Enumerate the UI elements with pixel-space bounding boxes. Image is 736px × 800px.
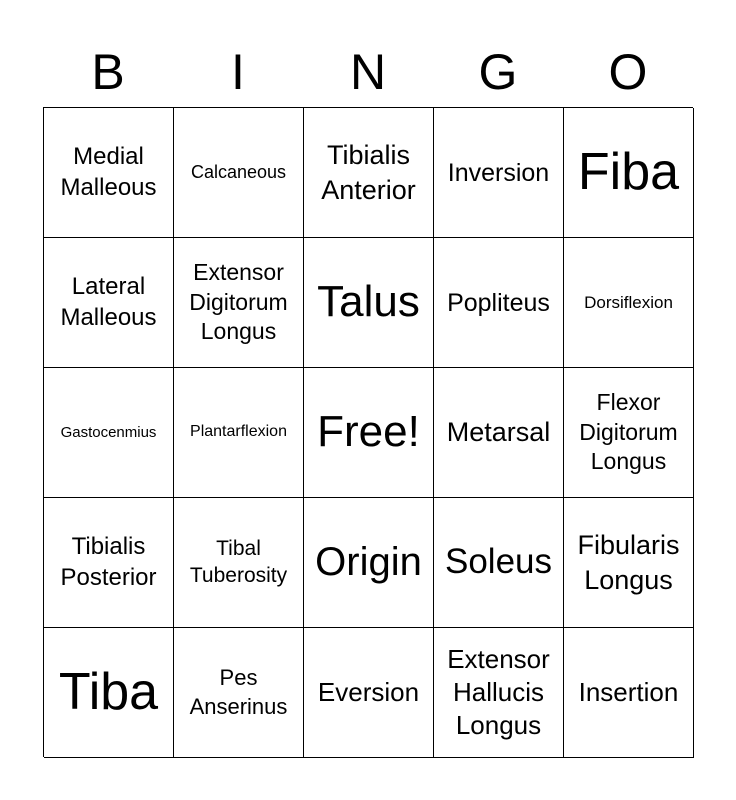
bingo-cell: Insertion: [564, 628, 694, 758]
bingo-grid: Medial Malleous Calcaneous Tibialis Ante…: [43, 107, 694, 758]
bingo-cell: Inversion: [434, 108, 564, 238]
bingo-cell: Talus: [304, 238, 434, 368]
bingo-cell: Tibialis Posterior: [44, 498, 174, 628]
bingo-cell: Extensor Digitorum Longus: [174, 238, 304, 368]
bingo-cell: Origin: [304, 498, 434, 628]
bingo-cell: Tibal Tuberosity: [174, 498, 304, 628]
header-letter: N: [349, 44, 387, 100]
header-letter: G: [478, 44, 518, 100]
bingo-cell: Fibularis Longus: [564, 498, 694, 628]
bingo-cell: Eversion: [304, 628, 434, 758]
bingo-cell: Calcaneous: [174, 108, 304, 238]
bingo-cell: Tibialis Anterior: [304, 108, 434, 238]
header-letter: O: [608, 44, 648, 100]
bingo-cell: Metarsal: [434, 368, 564, 498]
bingo-cell: Fiba: [564, 108, 694, 238]
bingo-header: B I N G O: [43, 40, 693, 104]
bingo-cell: Medial Malleous: [44, 108, 174, 238]
bingo-cell: Dorsiflexion: [564, 238, 694, 368]
header-letter: B: [91, 44, 125, 100]
free-cell: Free!: [304, 368, 434, 498]
bingo-cell: Tiba: [44, 628, 174, 758]
header-letter: I: [231, 44, 245, 100]
bingo-cell: Flexor Digitorum Longus: [564, 368, 694, 498]
bingo-cell: Pes Anserinus: [174, 628, 304, 758]
bingo-cell: Plantarflexion: [174, 368, 304, 498]
bingo-cell: Popliteus: [434, 238, 564, 368]
bingo-cell: Extensor Hallucis Longus: [434, 628, 564, 758]
bingo-cell: Gastocenmius: [44, 368, 174, 498]
bingo-cell: Lateral Malleous: [44, 238, 174, 368]
bingo-cell: Soleus: [434, 498, 564, 628]
